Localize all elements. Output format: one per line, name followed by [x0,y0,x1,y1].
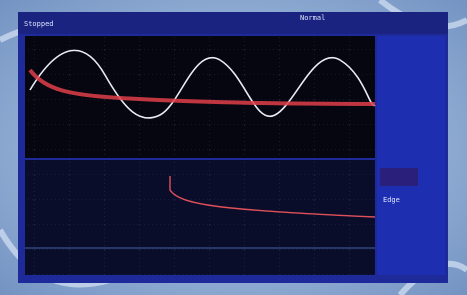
trigger-label: Edge [383,196,400,204]
status-right: Normal [300,14,325,22]
page: Stopped Normal Edge (() => { const data … [0,0,467,295]
status-bar [18,12,448,34]
side-highlight [380,168,418,186]
side-panel [377,36,445,275]
upper-grid [25,36,375,158]
lower-grid [25,160,375,275]
oscilloscope-screen: Stopped Normal Edge [0,0,467,295]
status-left: Stopped [24,20,54,28]
